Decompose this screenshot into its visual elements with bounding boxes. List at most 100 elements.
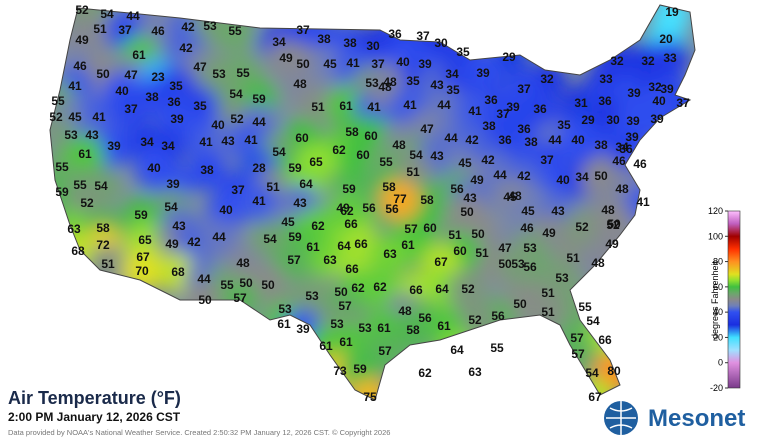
reading: 48 bbox=[601, 203, 615, 217]
reading: 53 bbox=[358, 321, 372, 335]
reading: 44 bbox=[252, 115, 266, 129]
reading: 47 bbox=[420, 122, 434, 136]
reading: 55 bbox=[220, 278, 234, 292]
reading: 50 bbox=[296, 57, 310, 71]
reading: 61 bbox=[339, 335, 353, 349]
reading: 37 bbox=[296, 23, 310, 37]
reading: 34 bbox=[161, 139, 175, 153]
reading: 62 bbox=[332, 143, 346, 157]
reading: 35 bbox=[557, 118, 571, 132]
reading: 42 bbox=[181, 20, 195, 34]
reading: 44 bbox=[437, 98, 451, 112]
reading: 58 bbox=[420, 193, 434, 207]
reading: 41 bbox=[403, 98, 417, 112]
reading: 38 bbox=[594, 138, 608, 152]
reading: 49 bbox=[279, 51, 293, 65]
colorbar-tick-label: 40 bbox=[713, 307, 723, 317]
reading: 39 bbox=[650, 112, 664, 126]
reading: 38 bbox=[482, 119, 496, 133]
temperature-patch bbox=[393, 311, 433, 351]
reading: 38 bbox=[524, 135, 538, 149]
reading: 23 bbox=[151, 70, 165, 84]
reading: 59 bbox=[342, 182, 356, 196]
reading: 44 bbox=[493, 168, 507, 182]
reading: 43 bbox=[293, 196, 307, 210]
reading: 64 bbox=[450, 343, 464, 357]
reading: 52 bbox=[461, 282, 475, 296]
temperature-patch bbox=[370, 235, 410, 275]
logo: Mesonet bbox=[604, 401, 745, 435]
reading: 32 bbox=[648, 80, 662, 94]
reading: 32 bbox=[610, 54, 624, 68]
reading: 50 bbox=[607, 217, 621, 231]
reading: 56 bbox=[523, 260, 537, 274]
reading: 51 bbox=[475, 246, 489, 260]
reading: 67 bbox=[588, 390, 602, 404]
reading: 53 bbox=[330, 317, 344, 331]
reading: 47 bbox=[193, 60, 207, 74]
reading: 34 bbox=[272, 35, 286, 49]
colorbar-tick-label: 120 bbox=[708, 206, 723, 216]
reading: 42 bbox=[465, 133, 479, 147]
reading: 65 bbox=[309, 155, 323, 169]
reading: 53 bbox=[212, 67, 226, 81]
reading: 45 bbox=[281, 215, 295, 229]
reading: 53 bbox=[305, 289, 319, 303]
reading: 39 bbox=[627, 86, 641, 100]
reading: 54 bbox=[585, 366, 599, 380]
logo-lines bbox=[606, 401, 636, 435]
reading: 39 bbox=[506, 100, 520, 114]
reading: 59 bbox=[288, 161, 302, 175]
reading: 44 bbox=[212, 230, 226, 244]
reading: 37 bbox=[676, 96, 690, 110]
reading: 41 bbox=[68, 79, 82, 93]
reading: 28 bbox=[252, 161, 266, 175]
reading: 32 bbox=[540, 72, 554, 86]
reading: 32 bbox=[641, 54, 655, 68]
reading: 62 bbox=[418, 366, 432, 380]
reading: 29 bbox=[502, 50, 516, 64]
reading: 55 bbox=[490, 341, 504, 355]
reading: 62 bbox=[311, 219, 325, 233]
temperature-patch bbox=[65, 135, 105, 175]
reading: 53 bbox=[278, 302, 292, 316]
reading: 51 bbox=[266, 180, 280, 194]
reading: 42 bbox=[179, 41, 193, 55]
reading: 73 bbox=[333, 364, 347, 378]
reading: 58 bbox=[406, 323, 420, 337]
colorbar-gradient bbox=[727, 210, 741, 389]
reading: 53 bbox=[203, 19, 217, 33]
reading: 50 bbox=[239, 276, 253, 290]
reading: 37 bbox=[371, 57, 385, 71]
colorbar-tick-label: 100 bbox=[708, 231, 723, 241]
reading: 41 bbox=[367, 100, 381, 114]
temperature-patch bbox=[274, 241, 314, 281]
reading: 41 bbox=[199, 135, 213, 149]
reading: 46 bbox=[151, 24, 165, 38]
reading: 39 bbox=[625, 130, 639, 144]
reading: 39 bbox=[166, 177, 180, 191]
reading: 52 bbox=[230, 112, 244, 126]
reading: 52 bbox=[606, 218, 620, 232]
reading: 34 bbox=[575, 170, 589, 184]
reading: 57 bbox=[570, 331, 584, 345]
reading: 45 bbox=[323, 57, 337, 71]
reading: 46 bbox=[520, 221, 534, 235]
reading: 46 bbox=[612, 154, 626, 168]
reading: 57 bbox=[233, 291, 247, 305]
reading: 57 bbox=[338, 299, 352, 313]
reading: 41 bbox=[252, 194, 266, 208]
reading: 62 bbox=[340, 204, 354, 218]
reading: 61 bbox=[319, 339, 333, 353]
reading: 77 bbox=[393, 192, 407, 206]
reading: 54 bbox=[164, 200, 178, 214]
reading: 34 bbox=[615, 140, 629, 154]
reading: 35 bbox=[456, 45, 470, 59]
reading: 33 bbox=[663, 51, 677, 65]
reading: 48 bbox=[392, 138, 406, 152]
reading: 55 bbox=[55, 160, 69, 174]
reading: 41 bbox=[636, 195, 650, 209]
temperature-patch bbox=[380, 180, 420, 220]
reading: 42 bbox=[481, 153, 495, 167]
reading: 60 bbox=[453, 244, 467, 258]
